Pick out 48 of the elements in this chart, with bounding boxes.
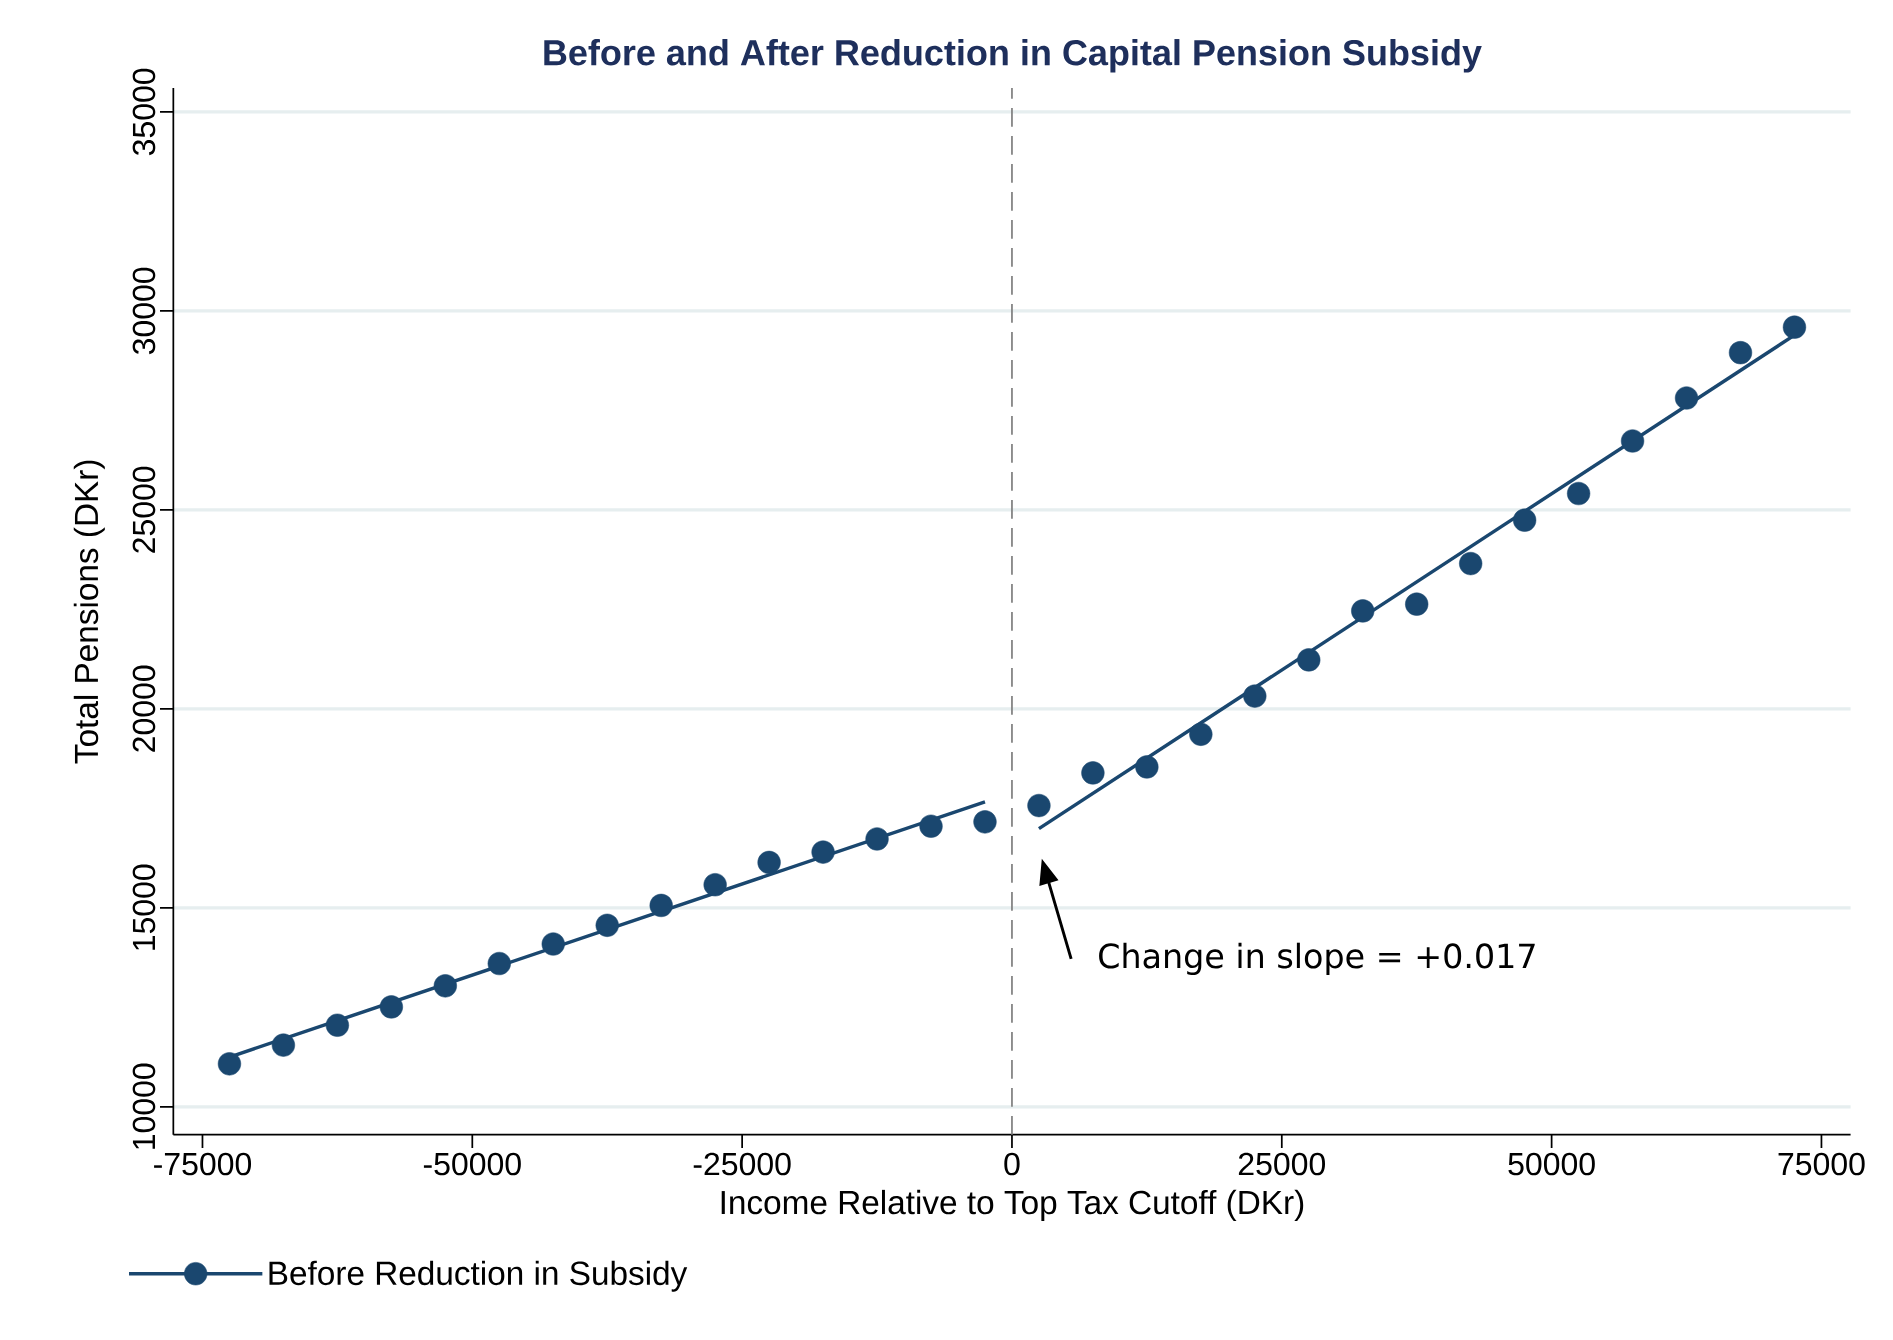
point <box>541 932 565 956</box>
y-tick-label: 35000 <box>132 68 156 156</box>
point <box>1674 386 1699 410</box>
x-tick-label: -50000 <box>423 1152 521 1176</box>
point <box>811 840 835 864</box>
point <box>1405 592 1429 616</box>
point <box>973 810 997 834</box>
point <box>217 1052 242 1076</box>
point <box>1459 551 1483 576</box>
point <box>1620 429 1645 453</box>
point <box>379 995 403 1019</box>
point <box>1189 722 1213 746</box>
y-tick-label: 15000 <box>132 864 156 950</box>
point <box>703 873 727 897</box>
point <box>1081 761 1105 785</box>
point <box>1297 648 1321 672</box>
point <box>487 951 511 976</box>
y-tick-label: 25000 <box>132 466 156 553</box>
point <box>1567 481 1591 506</box>
point <box>433 974 457 998</box>
point <box>1027 793 1051 818</box>
chart-title: Before and After Reduction in Capital Pension Subsidy <box>544 39 1482 73</box>
point <box>649 893 673 918</box>
point <box>865 827 889 851</box>
point <box>1782 315 1807 339</box>
x-axis-title: Income Relative to Top Tax Cutoff (DKr) <box>721 1189 1304 1221</box>
legend-label: Before Reduction in Subsidy <box>269 1260 688 1292</box>
point <box>325 1013 349 1037</box>
point <box>1351 599 1375 623</box>
annotation: Change in slope = +0.017 <box>1099 942 1535 975</box>
point <box>757 850 781 875</box>
x-tick-label: 50000 <box>1508 1152 1595 1176</box>
y-tick-label: 10000 <box>132 1063 156 1149</box>
point <box>271 1033 296 1057</box>
y-tick-label: 20000 <box>132 665 156 752</box>
point <box>1728 341 1753 365</box>
point <box>1135 755 1159 779</box>
y-tick-label: 30000 <box>132 267 156 355</box>
x-tick-label: 25000 <box>1238 1152 1326 1176</box>
x-tick-label: 75000 <box>1778 1152 1865 1176</box>
y-axis-title: Total Pensions (DKr) <box>73 460 105 764</box>
point <box>919 814 943 838</box>
point <box>595 913 619 937</box>
x-tick-label: -75000 <box>154 1152 252 1176</box>
point <box>1513 508 1537 532</box>
point <box>1243 684 1267 708</box>
x-tick-label: 0 <box>1004 1152 1020 1176</box>
x-tick-label: -25000 <box>693 1152 791 1176</box>
